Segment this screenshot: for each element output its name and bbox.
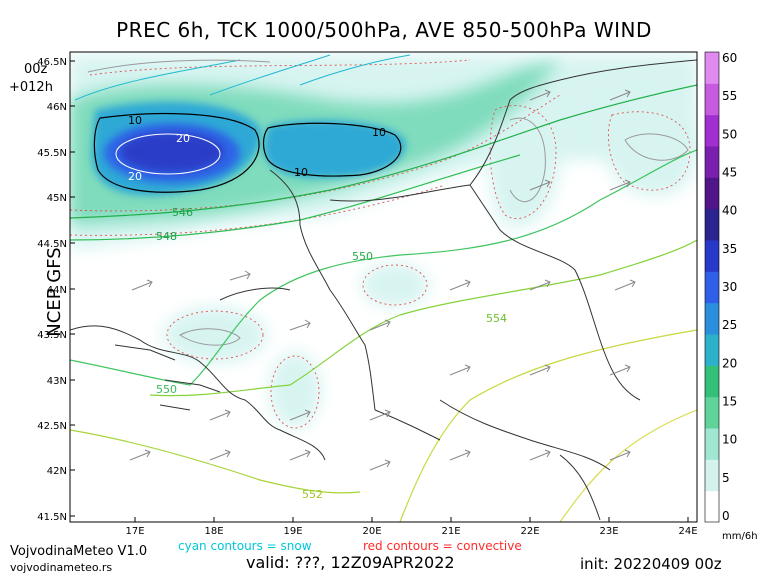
lon-tick: 24E — [678, 526, 697, 537]
colorbar-tick: 45 — [722, 166, 737, 180]
colorbar-swatch — [705, 428, 719, 460]
forecast-hour: +012h — [9, 80, 53, 95]
lon-tick: 18E — [204, 526, 223, 537]
colorbar-unit: mm/6h — [722, 531, 758, 542]
colorbar-tick: 35 — [722, 242, 737, 256]
lon-tick: 23E — [599, 526, 618, 537]
colorbar-tick: 20 — [722, 356, 737, 370]
lat-tick: 46.5N — [37, 57, 67, 68]
lat-tick: 44.5N — [37, 239, 67, 250]
lat-tick: 41.5N — [37, 512, 67, 523]
lon-axis: 17E 18E 19E 20E 21E 22E 23E 24E — [125, 517, 698, 537]
colorbar-tick: 40 — [722, 204, 737, 218]
contour-label: 20 — [128, 170, 142, 183]
contour-labels: 10 20 20 10 10 546 548 550 554 550 552 — [128, 114, 507, 501]
lon-tick: 22E — [520, 526, 539, 537]
credit-url[interactable]: vojvodinameteo.rs — [10, 561, 113, 574]
colorbar-swatch — [705, 490, 719, 523]
lat-tick: 43.5N — [37, 330, 67, 341]
lat-tick: 46N — [47, 102, 67, 113]
colorbar-tick: 0 — [722, 509, 730, 523]
convective-note: red contours = convective — [363, 539, 522, 553]
lat-tick: 44N — [47, 285, 67, 296]
colorbar-swatch — [705, 271, 719, 304]
contour-label: 10 — [372, 126, 386, 139]
convective-contours — [70, 59, 691, 429]
contour-label: 550 — [352, 250, 373, 263]
colorbar-tick: 60 — [722, 51, 737, 65]
colorbar-tick: 5 — [722, 471, 730, 485]
colorbar: 0 5 10 15 20 25 30 35 40 45 50 55 60 — [704, 51, 737, 523]
coastlines-borders — [70, 59, 697, 521]
colorbar-tick: 30 — [722, 280, 737, 294]
contour-label: 10 — [294, 166, 308, 179]
lat-tick: 43N — [47, 376, 67, 387]
lat-tick: 42N — [47, 466, 67, 477]
colorbar-swatch — [705, 334, 719, 366]
lat-tick: 42.5N — [37, 421, 67, 432]
colorbar-swatch — [705, 146, 719, 178]
colorbar-tick: 25 — [722, 318, 737, 332]
colorbar-tick: 50 — [722, 127, 737, 141]
credit-name: VojvodinaMeteo V1.0 — [10, 544, 148, 559]
grey-contours — [87, 59, 689, 346]
colorbar-swatch — [705, 114, 719, 147]
lon-tick: 19E — [283, 526, 302, 537]
colorbar-swatch — [705, 208, 719, 241]
colorbar-swatch — [705, 459, 719, 492]
precip-shading — [70, 55, 697, 428]
lon-tick: 21E — [441, 526, 460, 537]
precip-contours — [93, 112, 402, 193]
snow-note: cyan contours = snow — [178, 539, 312, 553]
run-hour: 00z — [24, 62, 48, 77]
lon-tick: 20E — [362, 526, 381, 537]
contour-label: 554 — [486, 312, 507, 325]
lat-tick: 45.5N — [37, 148, 67, 159]
snow-contours — [74, 54, 411, 101]
wind-arrows — [129, 89, 636, 471]
contour-label: 20 — [176, 132, 190, 145]
contour-label: 552 — [302, 488, 323, 501]
contour-label: 546 — [172, 206, 193, 219]
colorbar-swatch — [705, 240, 719, 272]
contour-label: 10 — [128, 114, 142, 127]
colorbar-tick: 55 — [722, 89, 737, 103]
init-time: init: 20220409 00z — [580, 555, 722, 573]
colorbar-swatch — [705, 396, 719, 429]
valid-time: valid: ???, 12Z09APR2022 — [246, 553, 455, 572]
lat-axis: 46.5N 46N 45.5N 45N 44.5N 44N 43.5N 43N … — [37, 57, 75, 523]
colorbar-tick: 10 — [722, 433, 737, 447]
map-title: PREC 6h, TCK 1000/500hPa, AVE 850-500hPa… — [116, 18, 652, 42]
contour-label: 550 — [156, 383, 177, 396]
colorbar-swatch — [705, 177, 719, 210]
colorbar-swatch — [705, 302, 719, 335]
contour-label: 548 — [156, 230, 177, 243]
colorbar-swatch — [705, 365, 719, 398]
lat-tick: 45N — [47, 193, 67, 204]
lon-tick: 17E — [125, 526, 144, 537]
thickness-contours — [70, 84, 697, 522]
colorbar-tick: 15 — [722, 395, 737, 409]
colorbar-swatch — [705, 83, 719, 116]
colorbar-swatch — [705, 52, 719, 84]
